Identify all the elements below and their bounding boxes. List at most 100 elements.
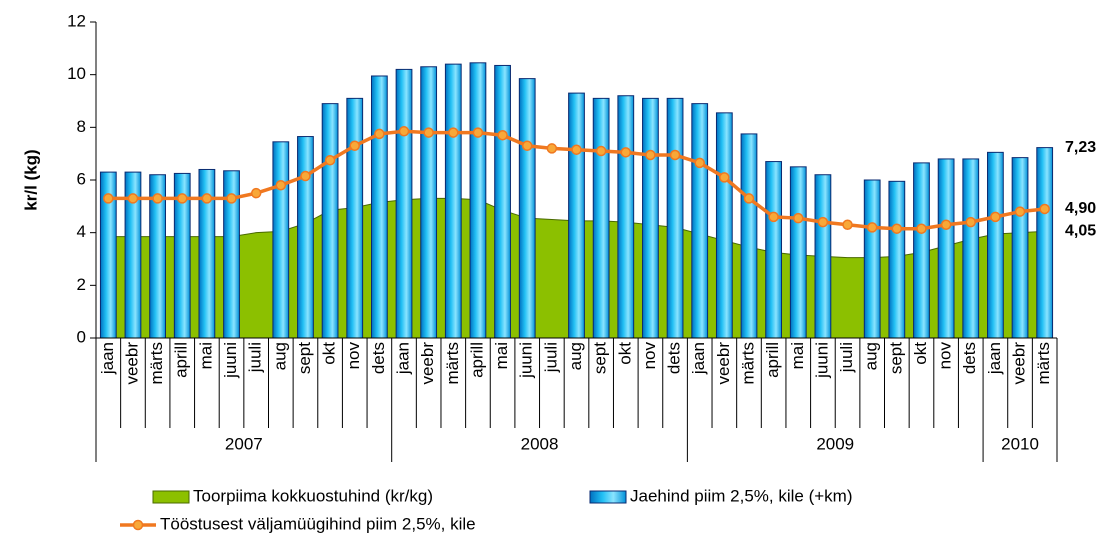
x-tick-label: sept — [591, 342, 610, 374]
y-tick-label: 0 — [77, 327, 86, 346]
line-marker — [103, 193, 114, 204]
x-tick-label: okt — [911, 342, 930, 365]
line-marker — [521, 140, 533, 152]
bar — [1036, 147, 1054, 339]
x-tick-label: juuni — [812, 342, 831, 379]
x-tick-label: juuli — [541, 342, 560, 373]
bar — [617, 95, 635, 339]
line-marker — [990, 211, 1001, 223]
bar — [789, 166, 807, 339]
x-tick-label: dets — [369, 342, 388, 374]
group-label: 2010 — [1001, 434, 1039, 453]
x-tick-label: jaan — [98, 342, 117, 375]
bar — [592, 97, 610, 339]
group-label: 2009 — [816, 434, 854, 453]
line-marker — [940, 219, 952, 231]
bar — [715, 112, 733, 339]
x-tick-label: juuli — [837, 342, 856, 373]
bar — [863, 179, 881, 339]
x-tick-label: mai — [788, 342, 807, 369]
bar — [346, 97, 364, 339]
line-marker — [349, 140, 360, 152]
line-marker — [176, 193, 188, 204]
value-label: 4,90 — [1065, 200, 1096, 217]
x-tick-label: jaan — [985, 342, 1004, 375]
x-tick-label: aug — [566, 342, 585, 370]
x-tick-label: aprill — [172, 342, 191, 378]
bar — [321, 103, 339, 339]
x-tick-label: märts — [443, 342, 462, 385]
x-tick-label: juuni — [517, 342, 536, 379]
line-marker — [398, 126, 410, 137]
bar — [666, 97, 684, 339]
bar — [568, 92, 585, 339]
x-tick-label: märts — [738, 342, 757, 385]
x-tick-label: veebr — [122, 342, 141, 385]
legend-swatch — [589, 490, 627, 504]
line-marker — [374, 128, 385, 140]
line-marker — [620, 147, 632, 158]
line-marker — [891, 223, 903, 234]
x-tick-label: nov — [936, 342, 955, 370]
bar — [691, 103, 709, 339]
value-label: 4,05 — [1065, 223, 1096, 240]
bar — [740, 133, 758, 339]
x-tick-label: nov — [640, 342, 659, 370]
bar — [444, 63, 462, 339]
bar — [937, 158, 955, 339]
line-marker — [768, 211, 779, 223]
y-tick-label: 12 — [67, 11, 86, 30]
y-tick-label: 8 — [77, 117, 86, 136]
x-tick-label: okt — [615, 342, 634, 365]
line-marker — [497, 129, 508, 141]
line-marker — [1039, 203, 1050, 215]
line-marker — [595, 145, 607, 157]
line-marker — [965, 216, 977, 228]
bar — [987, 151, 1004, 339]
line-marker — [645, 149, 656, 161]
x-tick-label: juuli — [246, 342, 265, 373]
line-marker — [669, 149, 681, 161]
line-marker — [743, 193, 755, 204]
group-label: 2008 — [521, 434, 559, 453]
bar — [913, 162, 930, 339]
bar — [765, 161, 783, 339]
line-marker — [423, 127, 434, 138]
line-marker — [866, 222, 878, 233]
y-tick-label: 10 — [67, 64, 86, 83]
line-marker — [719, 172, 730, 183]
line-marker — [842, 219, 853, 231]
bar — [888, 180, 906, 339]
x-tick-label: dets — [665, 342, 684, 374]
bar — [642, 97, 659, 339]
line-marker — [1014, 206, 1026, 217]
line-marker — [275, 180, 287, 191]
y-tick-label: 2 — [77, 275, 86, 294]
x-tick-label: jaan — [393, 342, 412, 375]
x-tick-label: nov — [344, 342, 363, 370]
line-marker — [817, 216, 829, 228]
x-tick-label: märts — [1034, 342, 1053, 385]
bar — [1011, 157, 1029, 339]
x-tick-label: aprill — [763, 342, 782, 378]
x-tick-label: mai — [196, 342, 215, 369]
bar — [494, 64, 511, 339]
line-marker — [127, 193, 139, 204]
y-axis-label: kr/l (kg) — [21, 149, 40, 210]
x-tick-label: aprill — [467, 342, 486, 378]
bar — [469, 62, 487, 339]
line-marker — [324, 155, 336, 166]
x-tick-label: sept — [295, 342, 314, 374]
x-tick-label: jaan — [689, 342, 708, 375]
value-label: 7,23 — [1065, 139, 1096, 156]
bar — [420, 66, 438, 339]
x-tick-label: veebr — [1010, 342, 1029, 385]
bar — [814, 174, 832, 339]
y-tick-label: 4 — [77, 222, 86, 241]
bar — [272, 141, 290, 339]
line-marker — [546, 143, 558, 154]
legend-label: Toorpiima kokkuostuhind (kr/kg) — [193, 486, 433, 505]
line-marker — [201, 193, 213, 204]
line-marker — [300, 170, 311, 182]
